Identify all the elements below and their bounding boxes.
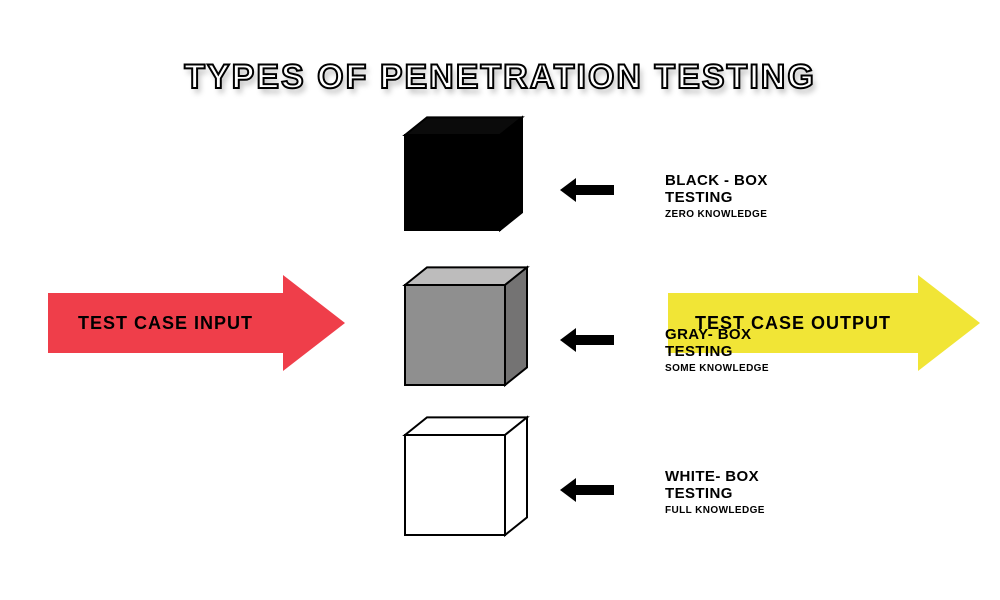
- box-label-title: WHITE- BOX: [665, 468, 765, 485]
- box-label-title: GRAY- BOX: [665, 326, 769, 343]
- box-label-black: BLACK - BOX TESTING ZERO KNOWLEDGE: [665, 172, 768, 220]
- diagram-title: TYPES OF PENETRATION TESTING: [0, 58, 1000, 97]
- box-label-white: WHITE- BOX TESTING FULL KNOWLEDGE: [665, 468, 765, 516]
- box-label-sub: SOME KNOWLEDGE: [665, 363, 769, 375]
- box-label-title2: TESTING: [665, 343, 769, 360]
- box-label-title2: TESTING: [665, 189, 768, 206]
- diagram-stage: TYPES OF PENETRATION TESTING TEST CASE I…: [0, 0, 1000, 600]
- box-label-title2: TESTING: [665, 485, 765, 502]
- box-label-gray: GRAY- BOX TESTING SOME KNOWLEDGE: [665, 326, 769, 374]
- output-arrow-head-icon: [918, 275, 980, 371]
- box-label-sub: FULL KNOWLEDGE: [665, 505, 765, 517]
- input-arrow-label: TEST CASE INPUT: [48, 293, 283, 353]
- input-arrow-head-icon: [283, 275, 345, 371]
- box-label-title: BLACK - BOX: [665, 172, 768, 189]
- box-label-sub: ZERO KNOWLEDGE: [665, 209, 768, 221]
